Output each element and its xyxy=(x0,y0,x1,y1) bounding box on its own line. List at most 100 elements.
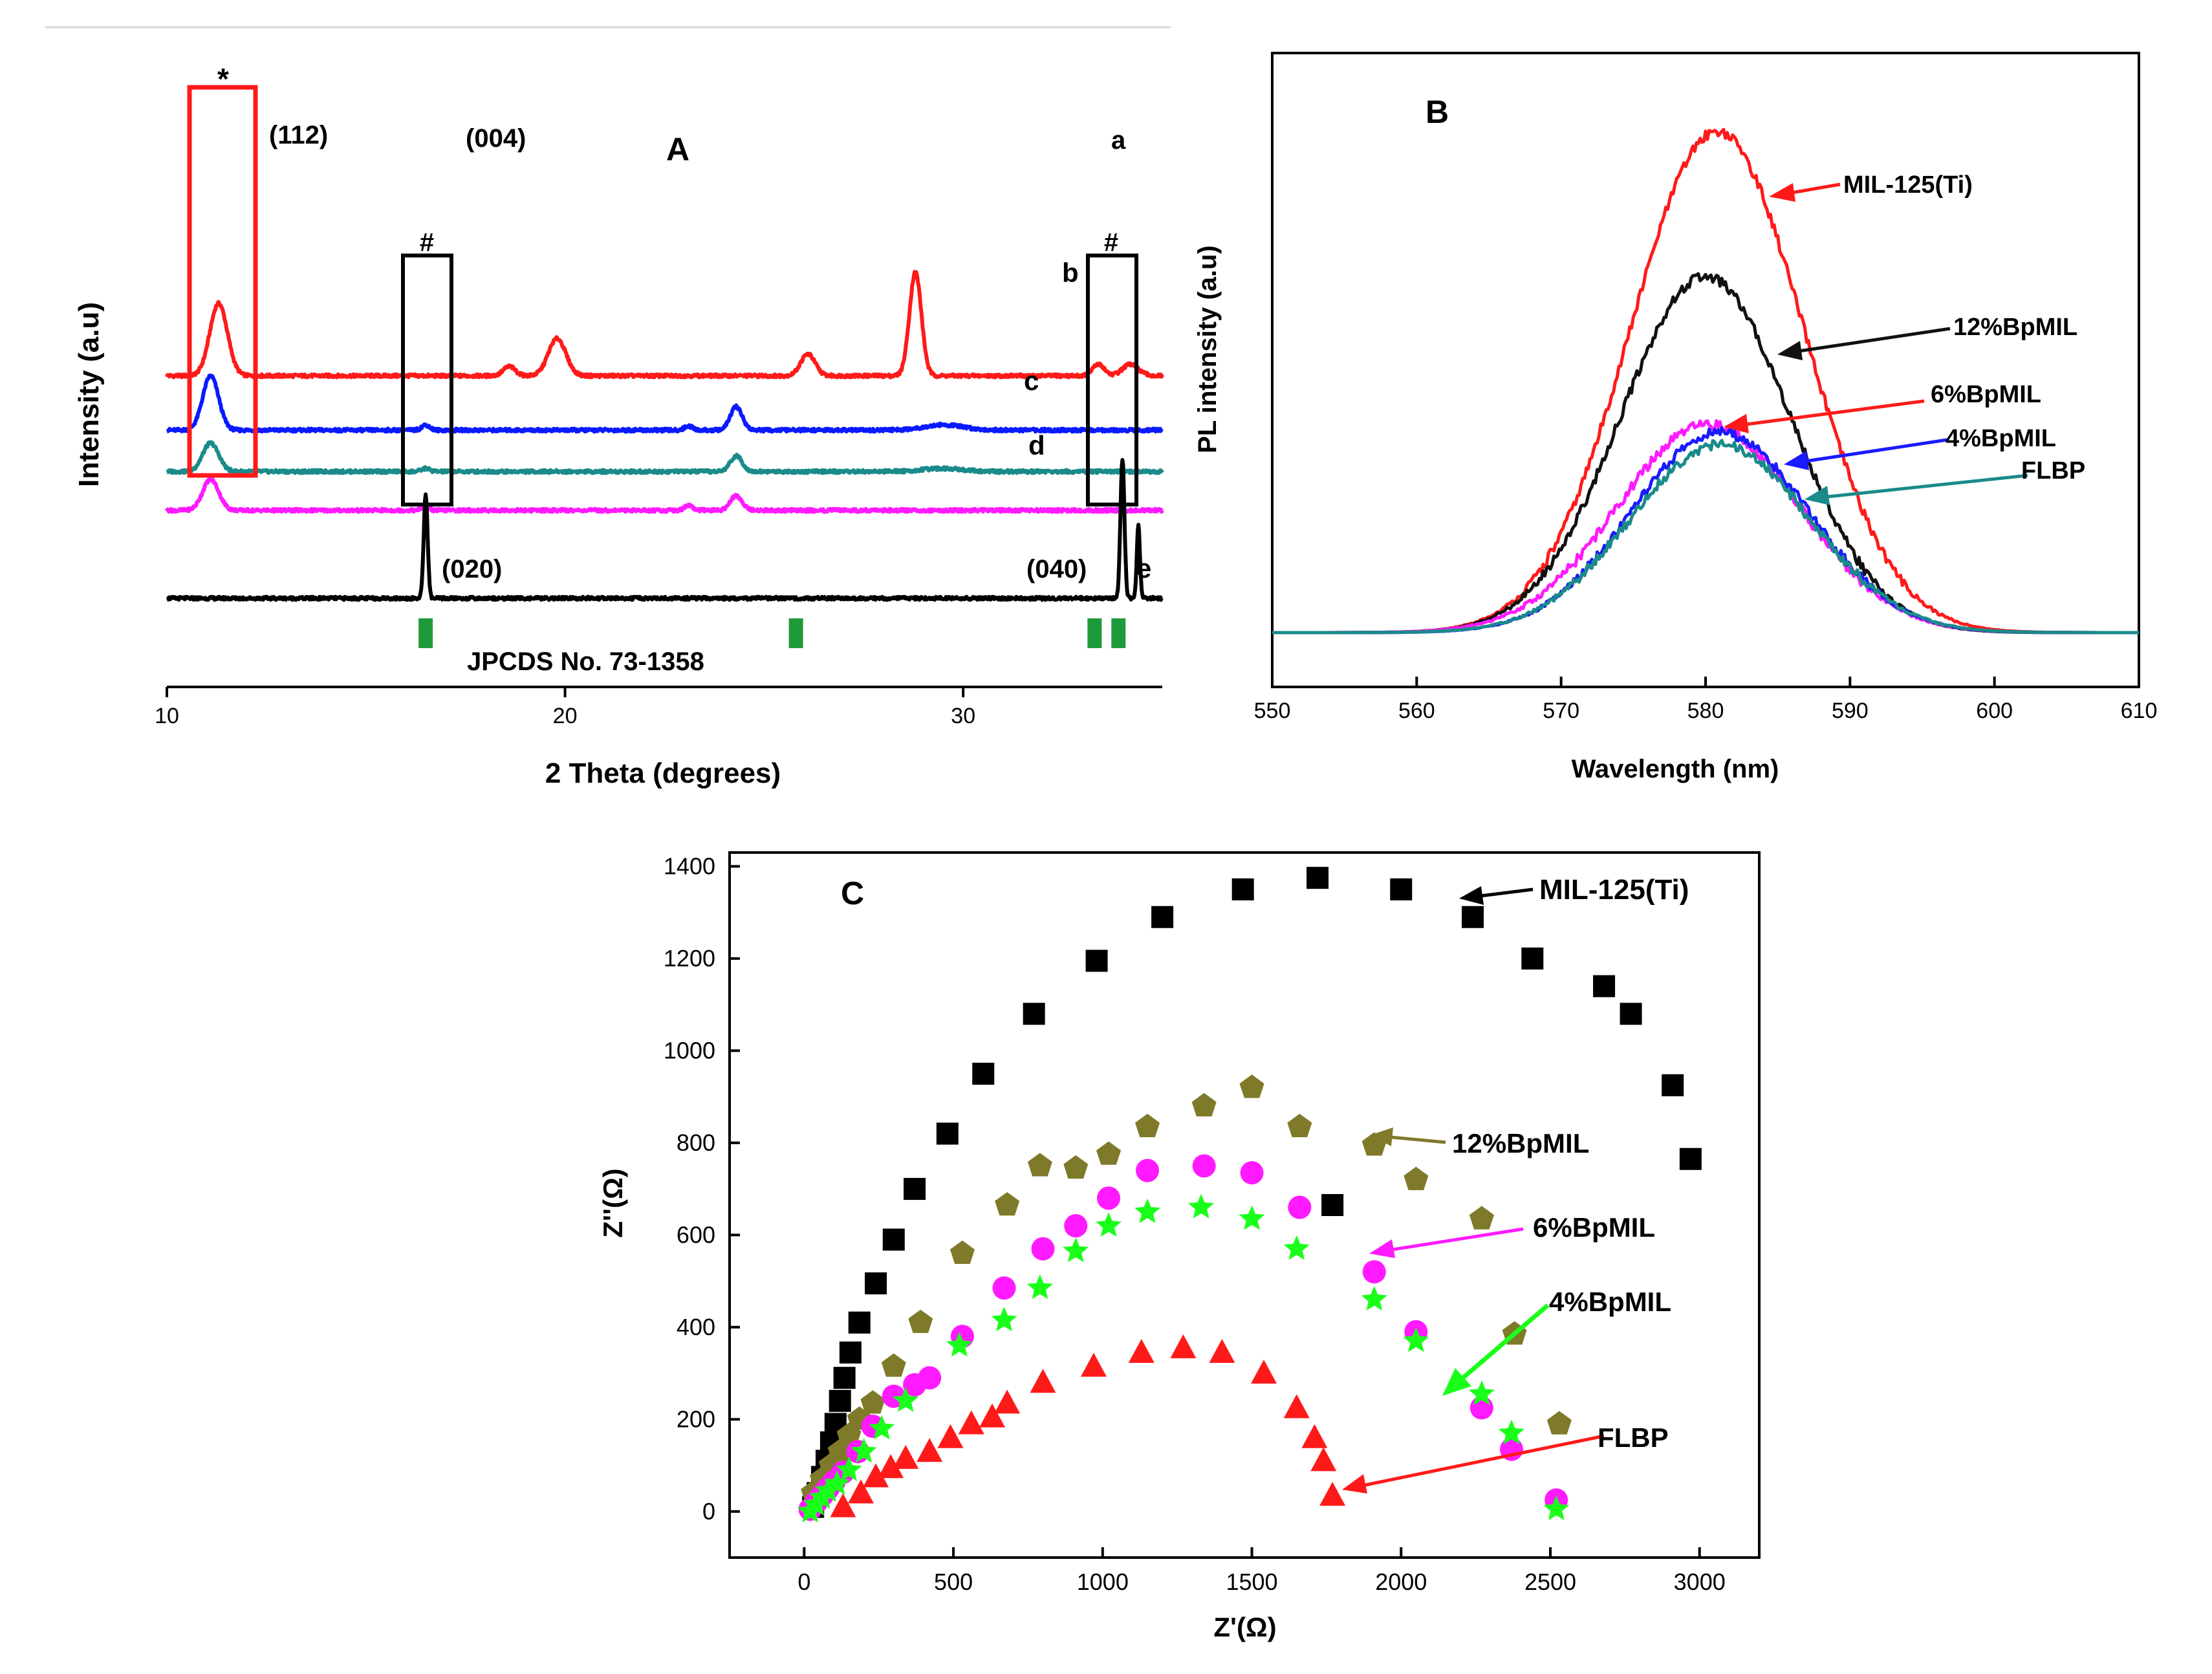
panel-c-legend-mil125: MIL-125(Ti) xyxy=(1539,874,1689,906)
peak-label-112: (112) xyxy=(269,121,328,149)
nyquist-point-12bpmil xyxy=(881,1353,906,1377)
y-tick-label: 400 xyxy=(677,1314,715,1340)
panel-a-x-axis-title: 2 Theta (degrees) xyxy=(545,757,781,789)
star-marker: * xyxy=(217,62,229,96)
nyquist-point-flbp xyxy=(1301,1424,1328,1448)
x-tick-label: 0 xyxy=(797,1569,810,1595)
nyquist-point-flbp xyxy=(994,1389,1021,1414)
curve-label-a: a xyxy=(1111,126,1126,155)
x-tick-label: 2000 xyxy=(1375,1569,1427,1595)
panel-a-xrd: 10 20 30 A 2 Theta (degrees) Intensity (a.… xyxy=(45,26,1171,799)
reference-tick xyxy=(418,618,433,648)
peak-label-040: (040) xyxy=(1026,555,1087,583)
nyquist-point-12bpmil xyxy=(949,1240,975,1264)
curve-label-c: c xyxy=(1024,365,1039,396)
panel-c-arrow-flbp xyxy=(1342,1434,1605,1494)
panel-b-x-ticks: 550 560 570 580 590 600 610 xyxy=(1254,677,2157,723)
nyquist-point-flbp xyxy=(1170,1334,1197,1358)
nyquist-point-flbp xyxy=(878,1454,904,1479)
nyquist-point-4bpmil xyxy=(1403,1327,1429,1353)
nyquist-point-4bpmil xyxy=(1239,1205,1265,1230)
panel-b-arrow-flbp xyxy=(1805,473,2028,505)
y-tick-label: 0 xyxy=(702,1498,715,1525)
nyquist-point-4bpmil xyxy=(1063,1237,1089,1263)
nyquist-point-12bpmil xyxy=(1287,1113,1312,1138)
nyquist-point-mil125ti xyxy=(1085,950,1108,972)
nyquist-point-4bpmil xyxy=(1134,1198,1160,1223)
panel-c-x-axis-title: Z'(Ω) xyxy=(1213,1612,1276,1642)
nyquist-point-4bpmil xyxy=(836,1456,862,1481)
xrd-curve-c xyxy=(166,440,1164,475)
panel-c-arrow-12bpmil xyxy=(1370,1127,1446,1146)
nyquist-point-flbp xyxy=(1310,1447,1337,1472)
nyquist-point-mil125ti xyxy=(1307,867,1329,889)
reference-pattern-ticks xyxy=(418,618,1126,648)
nyquist-point-flbp xyxy=(1209,1338,1235,1363)
nyquist-point-4bpmil xyxy=(1188,1193,1215,1219)
curve-label-b: b xyxy=(1062,257,1079,288)
nyquist-point-6bpmil xyxy=(992,1276,1016,1300)
nyquist-point-mil125ti xyxy=(1023,1003,1045,1025)
nyquist-point-flbp xyxy=(958,1410,984,1435)
nyquist-point-6bpmil xyxy=(1240,1161,1264,1185)
panel-c-y-axis-title: Z''(Ω) xyxy=(598,1168,628,1237)
panel-b-arrow-4bpmil xyxy=(1784,438,1947,470)
nyquist-point-4bpmil xyxy=(851,1438,877,1463)
nyquist-point-mil125ti xyxy=(865,1272,887,1295)
nyquist-point-12bpmil xyxy=(1063,1155,1089,1179)
peak-label-004: (004) xyxy=(466,124,526,153)
y-tick-label: 600 xyxy=(677,1221,715,1248)
panel-b-y-axis-title: PL intensity (a.u) xyxy=(1193,245,1222,453)
nyquist-point-12bpmil xyxy=(1027,1153,1052,1177)
panel-c-background xyxy=(563,815,1785,1662)
x-tick-label: 20 xyxy=(553,704,578,728)
nyquist-point-6bpmil xyxy=(1288,1195,1312,1219)
nyquist-point-12bpmil xyxy=(1469,1206,1494,1230)
xrd-curve-b xyxy=(166,373,1164,434)
y-tick-label: 200 xyxy=(677,1406,715,1432)
nyquist-point-flbp xyxy=(979,1403,1006,1428)
x-tick-label: 570 xyxy=(1543,699,1579,723)
x-tick-label: 1000 xyxy=(1077,1569,1129,1595)
nyquist-point-mil125ti xyxy=(1620,1003,1642,1025)
nyquist-point-12bpmil xyxy=(1135,1113,1160,1138)
panel-c-label: C xyxy=(841,875,864,911)
x-tick-label: 550 xyxy=(1254,699,1291,723)
panel-c-legend-flbp: FLBP xyxy=(1598,1422,1669,1453)
panel-b-legend-mil125: MIL-125(Ti) xyxy=(1843,171,1973,199)
panel-a-curves xyxy=(165,270,1164,602)
y-tick-label: 1200 xyxy=(664,945,715,972)
nyquist-point-mil125ti xyxy=(829,1389,851,1412)
nyquist-point-mil125ti xyxy=(1231,878,1254,900)
panel-c-axis-ticks: 0 500 1000 1500 2000 2500 3000 0 200 400 600 800 100… xyxy=(664,853,1726,1595)
nyquist-point-4bpmil xyxy=(815,1477,841,1502)
nyquist-point-mil125ti xyxy=(1151,906,1174,928)
nyquist-point-6bpmil xyxy=(1362,1260,1386,1284)
star-peak-highlight-box xyxy=(187,85,258,478)
nyquist-point-flbp xyxy=(916,1438,943,1462)
x-tick-label: 560 xyxy=(1398,699,1435,723)
nyquist-point-mil125ti xyxy=(1662,1074,1684,1096)
nyquist-point-6bpmil xyxy=(1031,1237,1055,1261)
nyquist-point-4bpmil xyxy=(1361,1286,1387,1310)
nyquist-point-12bpmil xyxy=(1404,1166,1429,1190)
nyquist-point-4bpmil xyxy=(1468,1380,1495,1406)
panel-c-plot-frame xyxy=(728,851,1761,1559)
pl-curve-FLBP xyxy=(1272,439,2139,635)
nyquist-point-flbp xyxy=(1319,1481,1346,1506)
panel-c-data-points xyxy=(797,867,1702,1523)
x-tick-label: 30 xyxy=(951,704,975,728)
nyquist-point-4bpmil xyxy=(824,1470,851,1495)
nyquist-point-mil125ti xyxy=(848,1311,871,1334)
panel-b-x-axis-title: Wavelength (nm) xyxy=(1572,755,1779,783)
panel-b-arrow-6bpmil xyxy=(1724,399,1925,433)
xrd-curve-e xyxy=(166,458,1164,602)
nyquist-point-12bpmil xyxy=(995,1192,1020,1216)
panel-a-y-axis-title: Intensity (a.u) xyxy=(73,302,105,487)
panel-c-arrow-6bpmil xyxy=(1369,1227,1524,1258)
nyquist-point-12bpmil xyxy=(1096,1141,1122,1165)
nyquist-point-mil125ti xyxy=(882,1228,905,1251)
panel-b-legend-4bpmil: 4%BpMIL xyxy=(1946,425,2056,452)
nyquist-point-flbp xyxy=(848,1479,874,1504)
